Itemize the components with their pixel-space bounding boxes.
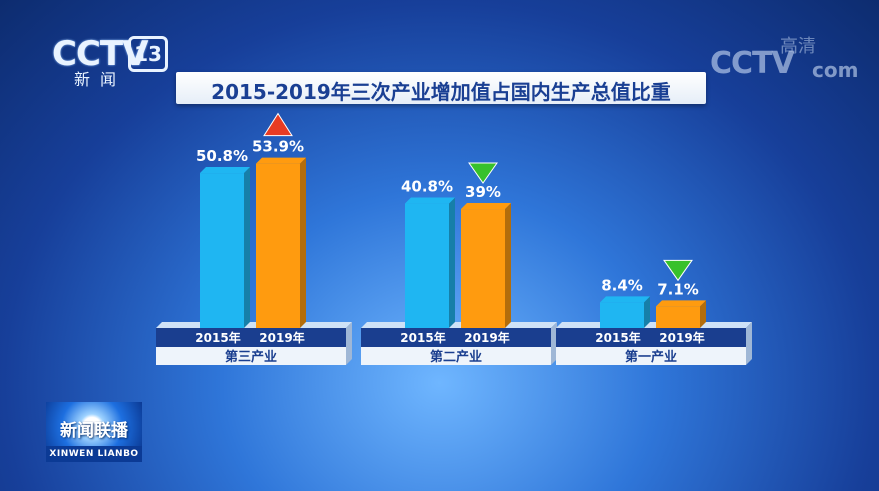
- base-name-strip: [156, 347, 346, 365]
- base-year-strip: [361, 328, 551, 347]
- bar-value-label: 39%: [465, 183, 501, 201]
- bar-side: [700, 300, 706, 328]
- watermark-logo: CCTV: [710, 46, 795, 81]
- bar-top: [405, 197, 455, 204]
- base-top: [361, 322, 557, 328]
- base-name-strip: [361, 347, 551, 365]
- base-side: [551, 322, 557, 365]
- base-year-strip: [556, 328, 746, 347]
- channel-number-badge: 13: [128, 36, 168, 72]
- year-label: 2015年: [195, 330, 240, 345]
- trend-down-arrow: [468, 162, 498, 184]
- bar-side: [644, 296, 650, 328]
- group-name-label: 第一产业: [625, 349, 677, 365]
- bar-value-label: 8.4%: [601, 276, 643, 294]
- group-name-label: 第二产业: [430, 349, 482, 365]
- bar-value-label: 40.8%: [401, 178, 453, 196]
- bar: [656, 306, 700, 328]
- year-label: 2015年: [400, 330, 445, 345]
- bar-side: [300, 157, 306, 328]
- year-label: 2019年: [659, 330, 704, 345]
- base-top: [556, 322, 752, 328]
- chart-title: 2015-2019年三次产业增加值占国内生产总值比重: [211, 80, 671, 104]
- chart-title-box: 2015-2019年三次产业增加值占国内生产总值比重: [176, 72, 706, 104]
- bar-value-label: 53.9%: [252, 138, 304, 156]
- base-year-strip: [156, 328, 346, 347]
- bar-top: [256, 157, 306, 164]
- program-logo: 新闻联播 XINWEN LIANBO: [46, 402, 142, 462]
- bar-side: [449, 197, 455, 328]
- channel-subtitle: 新闻: [74, 70, 127, 89]
- bar-value-label: 50.8%: [196, 147, 248, 165]
- bar-top: [461, 203, 511, 210]
- year-label: 2019年: [259, 330, 304, 345]
- bar-side: [244, 167, 250, 328]
- bar-side: [505, 203, 511, 328]
- program-name: 新闻联播: [60, 421, 128, 441]
- base-name-strip: [556, 347, 746, 365]
- bar: [200, 173, 244, 328]
- bar-value-label: 7.1%: [657, 280, 699, 298]
- trend-up-arrow: [263, 112, 293, 137]
- bar-top: [200, 167, 250, 174]
- year-label: 2019年: [464, 330, 509, 345]
- program-name-en: XINWEN LIANBO: [46, 446, 142, 462]
- bar-top: [656, 300, 706, 307]
- watermark-hd: 高清: [780, 36, 816, 57]
- trend-down-arrow: [663, 259, 693, 282]
- bar: [600, 302, 644, 328]
- group-name-label: 第三产业: [225, 349, 277, 365]
- base-side: [746, 322, 752, 365]
- base-side: [346, 322, 352, 365]
- bar-top: [600, 296, 650, 303]
- base-top: [156, 322, 352, 328]
- bar: [405, 203, 449, 328]
- globe-icon: 新闻联播: [46, 402, 142, 446]
- watermark-com: com: [812, 58, 859, 82]
- bar: [256, 163, 300, 328]
- bar: [461, 209, 505, 328]
- year-label: 2015年: [595, 330, 640, 345]
